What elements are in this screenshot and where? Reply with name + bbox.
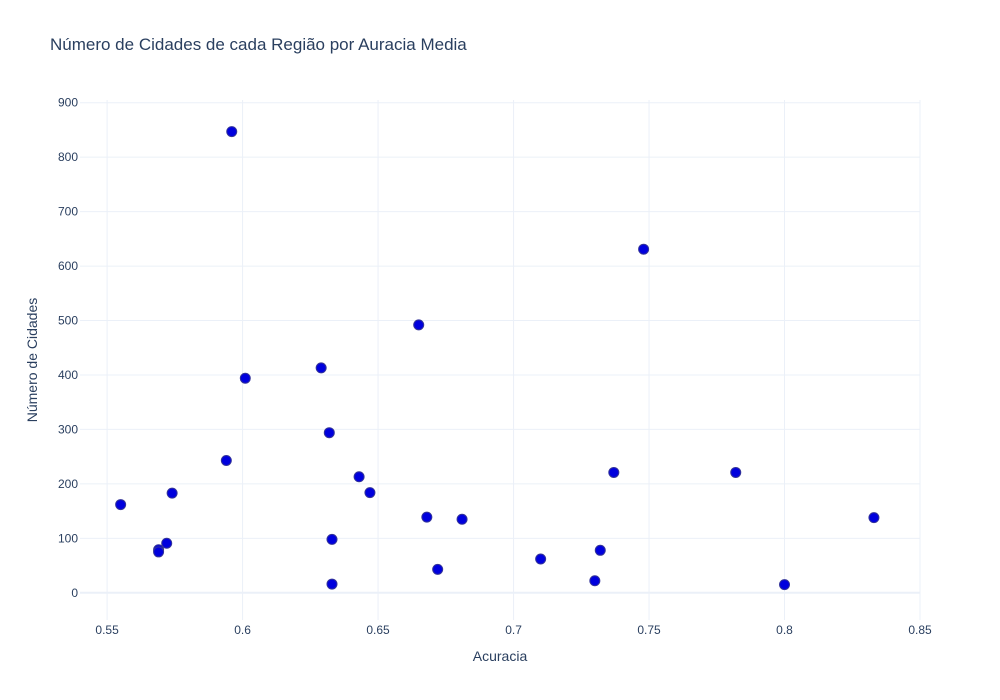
data-point[interactable] [594,544,606,556]
x-tick-label: 0.6 [234,623,251,637]
x-tick-label: 0.7 [505,623,522,637]
y-tick-label: 0 [71,586,78,600]
data-point[interactable] [589,575,601,587]
data-point[interactable] [456,513,468,525]
y-tick-label: 900 [58,96,78,110]
x-tick-label: 0.85 [908,623,932,637]
x-axis-title: Acuracia [473,648,528,664]
point-layer [115,126,880,591]
data-point[interactable] [161,537,173,549]
data-point[interactable] [364,487,376,499]
data-point[interactable] [779,579,791,591]
data-point[interactable] [730,466,742,478]
data-point[interactable] [326,533,338,545]
data-point[interactable] [315,362,327,374]
data-point[interactable] [226,126,238,138]
data-point[interactable] [421,511,433,523]
data-point[interactable] [868,512,880,524]
data-point[interactable] [239,372,251,384]
y-tick-label: 700 [58,205,78,219]
y-tick-label: 400 [58,368,78,382]
data-point[interactable] [115,499,127,511]
grid-layer [80,100,921,620]
y-tick-label: 200 [58,477,78,491]
data-point[interactable] [220,454,232,466]
x-tick-label: 0.8 [776,623,793,637]
x-tick-label: 0.65 [366,623,390,637]
y-tick-label: 300 [58,422,78,436]
data-point[interactable] [535,553,547,565]
data-point[interactable] [432,563,444,575]
x-tick-label: 0.75 [637,623,661,637]
data-point[interactable] [153,546,165,558]
tick-layer: 0.55 0.6 0.65 0.7 0.75 0.8 0.85 0 100 200 300 400 50… [58,96,932,637]
data-point[interactable] [413,319,425,331]
x-tick-label: 0.55 [95,623,119,637]
data-point[interactable] [326,578,338,590]
y-tick-label: 600 [58,259,78,273]
data-point[interactable] [353,471,365,483]
y-tick-label: 800 [58,150,78,164]
chart-title: Número de Cidades de cada Região por Aur… [50,35,467,54]
y-tick-label: 500 [58,314,78,328]
y-tick-label: 100 [58,531,78,545]
data-point[interactable] [323,427,335,439]
data-point[interactable] [166,487,178,499]
data-point[interactable] [638,243,650,255]
data-point[interactable] [608,466,620,478]
y-axis-title: Número de Cidades [24,298,40,423]
